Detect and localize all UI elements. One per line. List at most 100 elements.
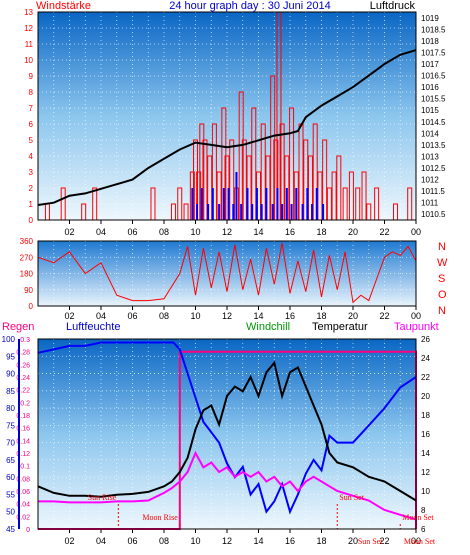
wind-tick-label: 2	[29, 184, 34, 193]
gust-bar	[271, 204, 274, 220]
regen-tick-label: 0.02	[16, 514, 30, 521]
temperatur-legend: Temperatur	[312, 321, 368, 333]
humidity-tick-label: 70	[6, 439, 15, 448]
pressure-tick-label: 1011.5	[421, 187, 445, 196]
temperature-tick-label: 14	[421, 449, 430, 458]
x-tick-label: 00	[411, 227, 421, 237]
regen-tick-label: 0.06	[16, 489, 30, 496]
humidity-tick-label: 50	[6, 508, 15, 517]
x-tick-label: 06	[127, 311, 137, 321]
gust-bar	[191, 188, 194, 220]
compass-letter: N	[438, 241, 446, 253]
x-tick-label: 02	[64, 311, 74, 321]
x-tick-label: 10	[190, 311, 200, 321]
windchill-legend: Windchill	[246, 321, 290, 333]
gust-bar	[276, 188, 279, 220]
gust-bar	[306, 188, 309, 220]
wind-tick-label: 5	[29, 136, 34, 145]
humidity-tick-label: 65	[6, 456, 15, 465]
gust-bar	[265, 188, 268, 220]
pressure-tick-label: 1016	[421, 83, 439, 92]
wind-tick-label: 10	[24, 56, 33, 65]
x-tick-label: 06	[127, 227, 137, 237]
regen-tick-label: 0.26	[16, 362, 30, 369]
regen-tick-label: 0.08	[16, 476, 30, 483]
regen-tick-label: 0	[26, 527, 30, 534]
x-tick-label: 08	[159, 227, 169, 237]
wind-direction-line	[37, 242, 417, 304]
gust-bar	[232, 204, 235, 220]
pressure-tick-label: 1012	[421, 176, 439, 185]
direction-tick-label: 360	[20, 237, 34, 246]
x-tick-label: 20	[348, 227, 358, 237]
humidity-tick-label: 95	[6, 352, 15, 361]
event-label: Sun Set	[358, 537, 383, 546]
pressure-tick-label: 1013.5	[421, 141, 446, 150]
gust-bar	[207, 204, 210, 220]
regen-tick-label: 0.04	[16, 502, 30, 509]
pressure-tick-label: 1019	[421, 14, 439, 23]
humidity-tick-label: 75	[6, 421, 15, 430]
taupunkt-legend: Taupunkt	[394, 321, 439, 333]
pressure-tick-label: 1017.5	[421, 48, 446, 57]
x-tick-label: 00	[411, 311, 421, 321]
regen-tick-label: 0.1	[20, 464, 30, 471]
x-tick-label: 14	[253, 227, 263, 237]
regen-tick-label: 0.2	[20, 400, 30, 407]
humidity-tick-label: 80	[6, 404, 15, 413]
climate-axis-labels: 0 0.02 0.04 0.06 0.08 0.1 0.12 0.14 0.16 0.18 0.2 0…	[2, 335, 436, 546]
humidity-tick-label: 85	[6, 387, 15, 396]
humidity-tick-label: 100	[2, 335, 16, 344]
x-tick-label: 20	[348, 311, 358, 321]
x-tick-label: 10	[190, 536, 200, 546]
pressure-tick-label: 1018	[421, 37, 439, 46]
compass-letter: N	[438, 305, 446, 317]
pressure-tick-label: 1014	[421, 129, 439, 138]
humidity-line	[37, 341, 417, 515]
gust-bar	[246, 188, 249, 220]
wind-tick-label: 8	[29, 88, 34, 97]
pressure-line	[37, 49, 417, 206]
x-tick-label: 18	[316, 311, 326, 321]
dewpoint-line	[38, 450, 417, 521]
plot-border	[37, 11, 417, 221]
pressure-tick-label: 1014.5	[421, 118, 446, 127]
temperature-line	[37, 360, 417, 502]
x-tick-label: 22	[379, 227, 389, 237]
compass-letters: N W S O N	[437, 241, 448, 317]
pressure-tick-label: 1016.5	[421, 72, 446, 81]
event-label: Moon Rise	[142, 513, 178, 522]
gust-bar	[240, 204, 243, 220]
regen-tick-label: 0.18	[16, 413, 30, 420]
pressure-tick-label: 1013	[421, 152, 439, 161]
event-label: Sun Rise	[88, 493, 117, 502]
x-tick-label: 14	[253, 311, 263, 321]
direction-tick-label: 90	[24, 286, 33, 295]
x-tick-label: 16	[285, 227, 295, 237]
temperature-tick-label: 22	[421, 373, 430, 382]
wind-tick-label: 3	[29, 168, 34, 177]
temperature-tick-label: 24	[421, 354, 430, 363]
gust-bar	[251, 204, 254, 220]
pressure-tick-label: 1011	[421, 199, 439, 208]
x-tick-label: 22	[379, 536, 389, 546]
x-tick-label: 06	[127, 536, 137, 546]
gust-bar	[200, 188, 203, 220]
humidity-tick-label: 45	[6, 525, 15, 534]
regen-tick-label: 0.3	[20, 337, 30, 344]
gust-bar	[290, 204, 293, 220]
regen-tick-label: 0.16	[16, 426, 30, 433]
wind-tick-label: 4	[29, 152, 34, 161]
gust-bar	[235, 172, 238, 220]
x-tick-label: 08	[159, 311, 169, 321]
temperature-tick-label: 10	[421, 487, 430, 496]
gust-bar	[196, 204, 199, 220]
regen-tick-label: 0.12	[16, 451, 30, 458]
wind-axis-title: Windstärke	[36, 0, 91, 12]
gust-bar	[322, 204, 325, 220]
wind-tick-label: 7	[29, 104, 34, 113]
direction-tick-label: 180	[20, 270, 34, 279]
pressure-tick-label: 1015.5	[421, 95, 446, 104]
regen-tick-label: 0.14	[16, 438, 30, 445]
